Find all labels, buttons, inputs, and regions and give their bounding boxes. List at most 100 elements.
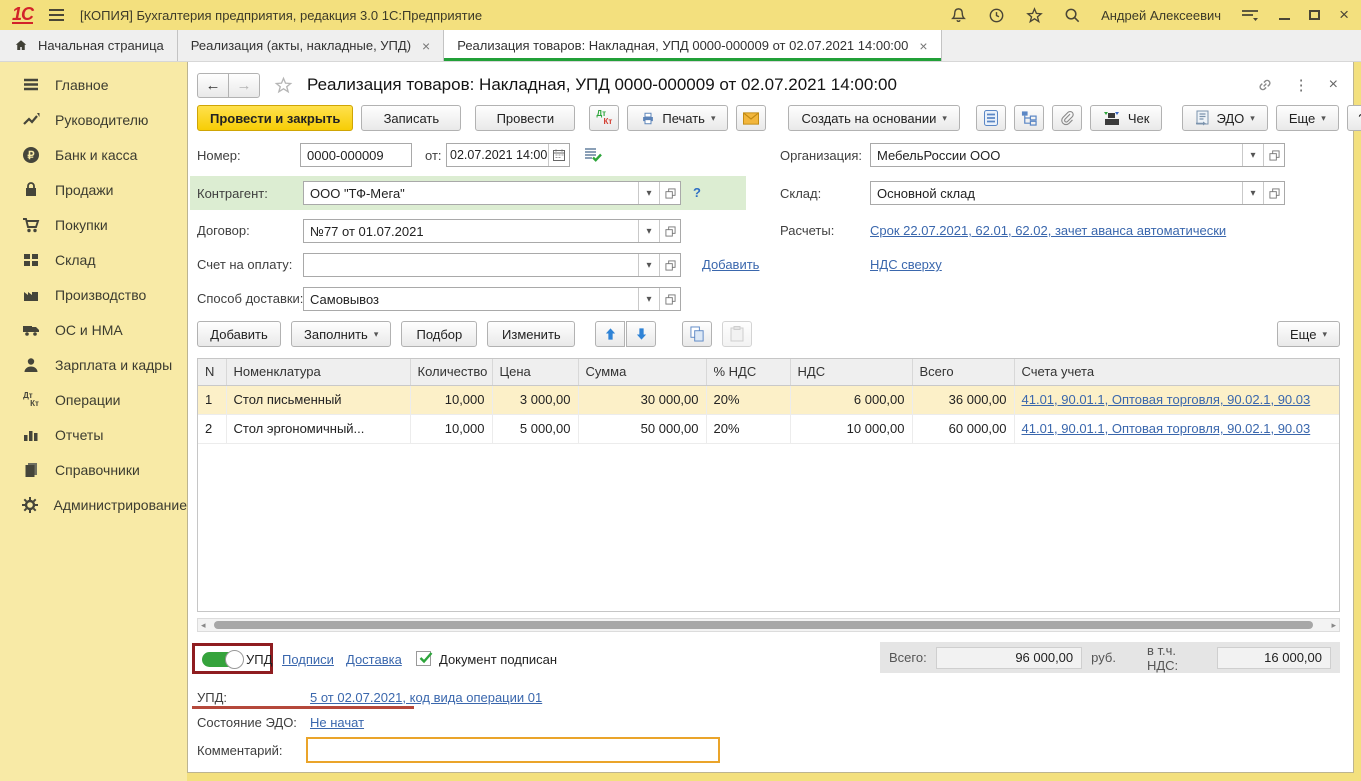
edo-state-link[interactable]: Не начат xyxy=(310,715,365,730)
sidebar-item-directories[interactable]: Справочники xyxy=(0,452,187,487)
sidebar-item-bank-cash[interactable]: ₽ Банк и касса xyxy=(0,137,187,172)
chevron-down-icon[interactable]: ▾ xyxy=(1242,144,1263,166)
open-icon[interactable] xyxy=(659,182,680,204)
dt-kt-postings-button[interactable]: Дт Кт xyxy=(589,105,620,131)
forward-button[interactable]: → xyxy=(228,72,260,98)
chevron-down-icon[interactable]: ▾ xyxy=(638,254,659,276)
sidebar-item-reports[interactable]: Отчеты xyxy=(0,417,187,452)
send-email-button[interactable] xyxy=(736,105,767,131)
sidebar-item-salary-hr[interactable]: Зарплата и кадры xyxy=(0,347,187,382)
more-options-kebab-icon[interactable]: ⋮ xyxy=(1293,77,1309,94)
invoice-field[interactable]: ▾ xyxy=(303,253,681,277)
sidebar-item-manager[interactable]: Руководителю xyxy=(0,102,187,137)
grid-more-button[interactable]: Еще ▾ xyxy=(1277,321,1340,347)
save-button[interactable]: Записать xyxy=(361,105,462,131)
tab-close-icon[interactable]: × xyxy=(422,37,431,54)
horizontal-scrollbar[interactable]: ◂ ▸ xyxy=(197,618,1340,632)
close-window-button[interactable]: × xyxy=(1339,5,1349,24)
warehouse-field[interactable]: Основной склад ▾ xyxy=(870,181,1285,205)
contragent-field[interactable]: ООО "ТФ-Мега" ▾ xyxy=(303,181,681,205)
grid-fill-button[interactable]: Заполнить ▾ xyxy=(291,321,392,347)
paste-rows-button[interactable] xyxy=(722,321,753,347)
back-button[interactable]: ← xyxy=(197,72,229,98)
table-row[interactable]: 2 Стол эргономичный... 10,000 5 000,00 5… xyxy=(198,414,1339,444)
calendar-icon[interactable] xyxy=(548,144,569,166)
chevron-down-icon[interactable]: ▾ xyxy=(638,182,659,204)
scrollbar-thumb[interactable] xyxy=(214,621,1313,629)
favorite-star-icon[interactable] xyxy=(274,76,293,95)
open-icon[interactable] xyxy=(659,220,680,242)
chevron-down-icon[interactable]: ▾ xyxy=(1242,182,1263,204)
tab-realization-list[interactable]: Реализация (акты, накладные, УПД) × xyxy=(178,30,445,61)
copy-rows-button[interactable] xyxy=(682,321,713,347)
check-receipt-button[interactable]: Чек xyxy=(1089,105,1163,131)
cash-register-icon xyxy=(1103,111,1119,125)
sidebar-item-purchases[interactable]: Покупки xyxy=(0,207,187,242)
document-signed-checkbox[interactable] xyxy=(416,651,433,666)
date-input[interactable]: 02.07.2021 14:00:00 xyxy=(446,143,570,167)
grid-edit-button[interactable]: Изменить xyxy=(487,321,576,347)
sidebar-item-main[interactable]: Главное xyxy=(0,67,187,102)
open-icon[interactable] xyxy=(1263,144,1284,166)
create-based-on-button[interactable]: Создать на основании ▾ xyxy=(788,105,960,131)
move-down-button[interactable] xyxy=(626,321,657,347)
document-structure-button[interactable] xyxy=(1013,105,1044,131)
close-document-icon[interactable]: × xyxy=(1328,76,1338,93)
upd-toggle[interactable] xyxy=(202,650,244,669)
move-up-button[interactable] xyxy=(595,321,626,347)
sidebar-item-fixed-assets[interactable]: ОС и НМА xyxy=(0,312,187,347)
current-user[interactable]: Андрей Алексеевич xyxy=(1101,7,1222,23)
organization-field[interactable]: МебельРоссии ООО ▾ xyxy=(870,143,1285,167)
service-menu-icon[interactable] xyxy=(1240,7,1260,23)
maximize-button[interactable] xyxy=(1309,10,1321,20)
sidebar-item-warehouse[interactable]: Склад xyxy=(0,242,187,277)
minimize-button[interactable] xyxy=(1279,10,1291,20)
history-icon[interactable] xyxy=(987,6,1006,25)
chevron-down-icon[interactable]: ▾ xyxy=(638,288,659,310)
tab-home[interactable]: Начальная страница xyxy=(0,30,178,61)
open-icon[interactable] xyxy=(659,254,680,276)
help-button[interactable]: ? xyxy=(1346,105,1361,131)
sidebar-item-administration[interactable]: Администрирование xyxy=(0,487,187,522)
get-link-icon[interactable] xyxy=(1256,76,1274,94)
accounts-link[interactable]: 41.01, 90.01.1, Оптовая торговля, 90.02.… xyxy=(1021,421,1311,436)
comment-label: Комментарий: xyxy=(197,743,283,758)
favorites-star-icon[interactable] xyxy=(1025,6,1044,25)
sidebar-item-production[interactable]: Производство xyxy=(0,277,187,312)
table-row[interactable]: 1 Стол письменный 10,000 3 000,00 30 000… xyxy=(198,385,1339,415)
attachments-button[interactable] xyxy=(1051,105,1082,131)
sidebar-item-sales[interactable]: Продажи xyxy=(0,172,187,207)
delivery-method-field[interactable]: Самовывоз ▾ xyxy=(303,287,681,311)
vat-mode-link[interactable]: НДС сверху xyxy=(870,257,942,272)
signatures-link[interactable]: Подписи xyxy=(282,652,334,667)
list-lines-icon xyxy=(983,110,998,126)
invoice-add-link[interactable]: Добавить xyxy=(702,257,760,272)
print-button[interactable]: Печать ▾ xyxy=(627,105,729,131)
delivery-link[interactable]: Доставка xyxy=(346,652,402,667)
comment-input[interactable] xyxy=(306,737,720,763)
sidebar-item-operations[interactable]: Дт Кт Операции xyxy=(0,382,187,417)
post-button[interactable]: Провести xyxy=(475,105,576,131)
grid-pick-button[interactable]: Подбор xyxy=(401,321,478,347)
number-input[interactable] xyxy=(300,143,412,167)
post-and-close-button[interactable]: Провести и закрыть xyxy=(197,105,354,131)
edo-button[interactable]: ЭДО ▾ xyxy=(1182,105,1268,131)
scroll-left-icon[interactable]: ◂ xyxy=(201,620,206,630)
open-icon[interactable] xyxy=(659,288,680,310)
chevron-down-icon[interactable]: ▾ xyxy=(638,220,659,242)
more-button[interactable]: Еще ▾ xyxy=(1275,105,1339,131)
contragent-help-link[interactable]: ? xyxy=(693,185,701,200)
tab-realization-doc[interactable]: Реализация товаров: Накладная, УПД 0000-… xyxy=(444,30,942,61)
open-icon[interactable] xyxy=(1263,182,1284,204)
related-documents-button[interactable] xyxy=(975,105,1006,131)
notifications-bell-icon[interactable] xyxy=(949,6,968,25)
contract-field[interactable]: №77 от 01.07.2021 ▾ xyxy=(303,219,681,243)
settlements-link[interactable]: Срок 22.07.2021, 62.01, 62.02, зачет ава… xyxy=(870,223,1227,238)
accounts-link[interactable]: 41.01, 90.01.1, Оптовая торговля, 90.02.… xyxy=(1021,392,1311,407)
grid-add-button[interactable]: Добавить xyxy=(197,321,281,347)
tab-close-icon[interactable]: × xyxy=(919,37,928,54)
search-icon[interactable] xyxy=(1063,6,1082,25)
upd-link[interactable]: 5 от 02.07.2021, код вида операции 01 xyxy=(310,690,543,705)
scroll-right-icon[interactable]: ▸ xyxy=(1331,620,1336,630)
main-menu-icon[interactable] xyxy=(49,9,65,21)
